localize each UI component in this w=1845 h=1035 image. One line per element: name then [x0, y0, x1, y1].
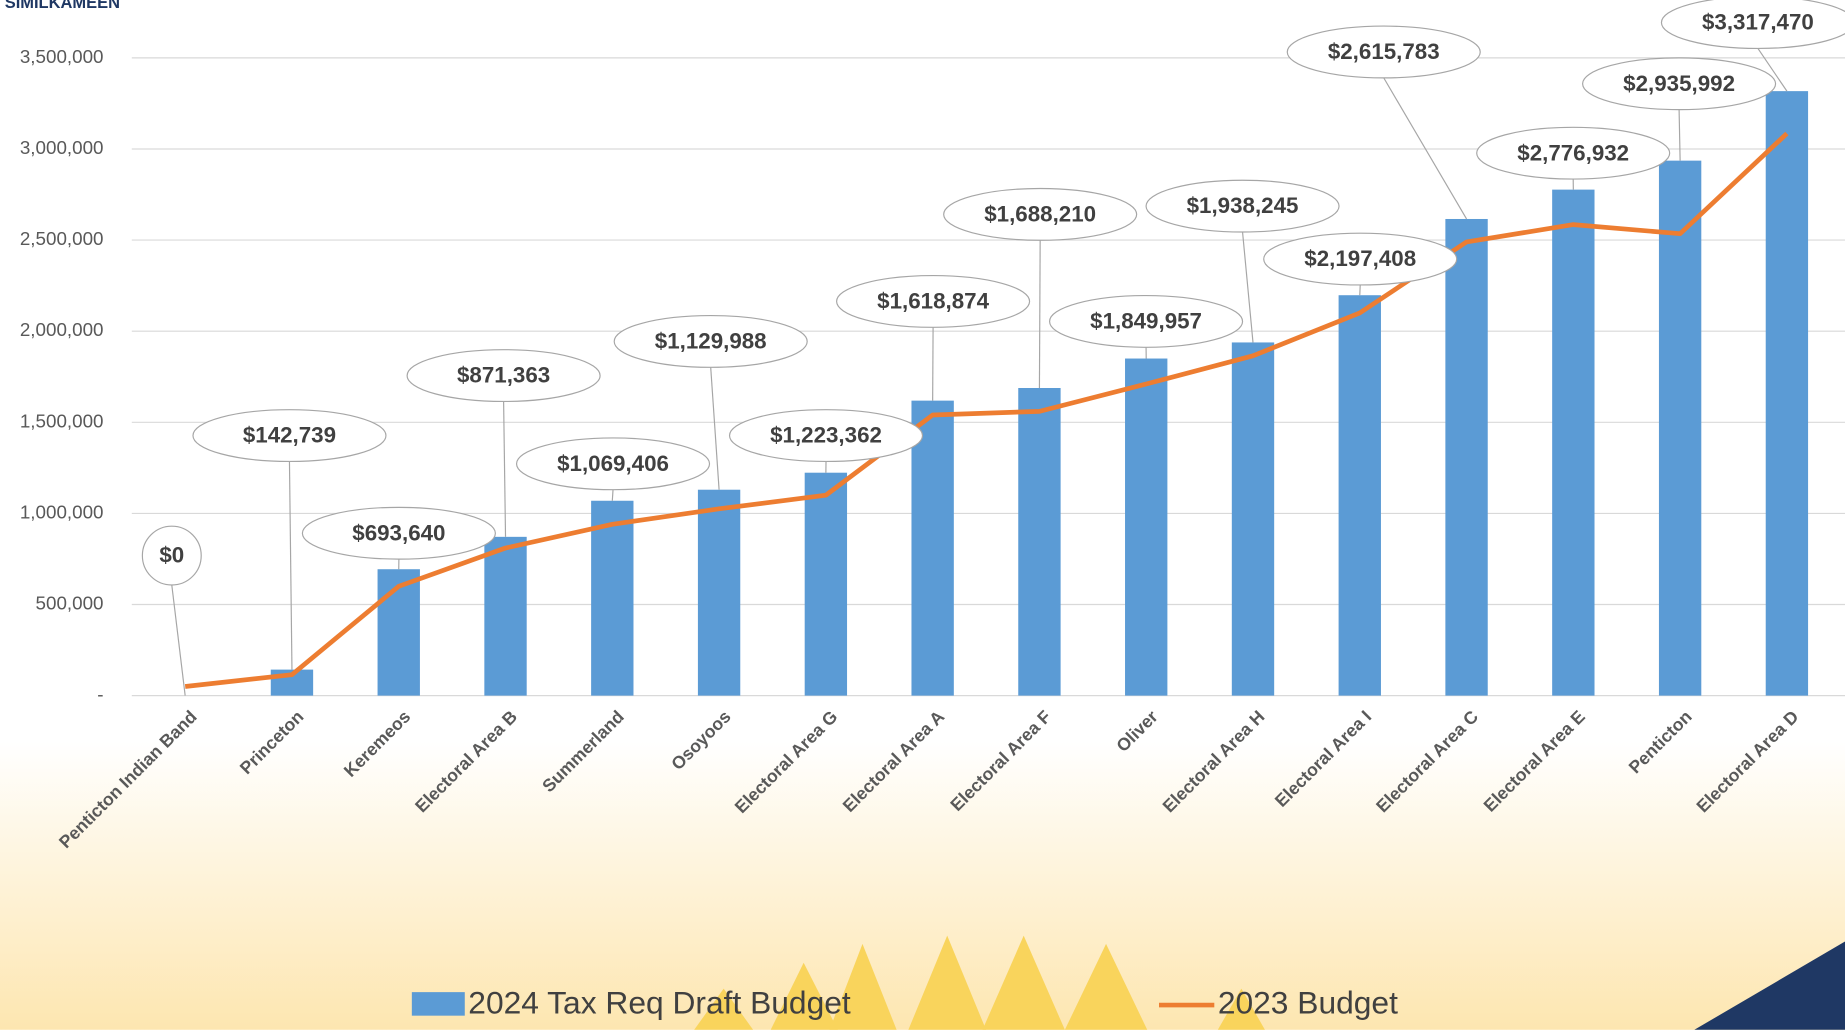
bar — [1766, 91, 1808, 695]
data-label: $142,739 — [243, 423, 336, 448]
bar — [1552, 190, 1594, 696]
bar — [1125, 359, 1167, 696]
leader-line — [1039, 240, 1040, 388]
bar — [698, 490, 740, 696]
y-tick-label: 2,000,000 — [20, 319, 104, 340]
data-label: $0 — [159, 543, 184, 568]
bar — [911, 401, 953, 696]
legend-label: 2023 Budget — [1218, 984, 1398, 1020]
data-label: $1,688,210 — [984, 201, 1096, 226]
data-label: $1,938,245 — [1187, 193, 1299, 218]
bar — [1018, 388, 1060, 696]
data-label: $871,363 — [457, 363, 550, 388]
bar — [484, 537, 526, 696]
data-label: $2,615,783 — [1328, 39, 1440, 64]
bar — [1232, 342, 1274, 695]
y-tick-label: - — [97, 684, 103, 705]
data-label: $2,197,408 — [1304, 246, 1416, 271]
bar — [1659, 161, 1701, 696]
data-label: $1,618,874 — [877, 289, 989, 314]
legend-label: 2024 Tax Req Draft Budget — [468, 984, 851, 1020]
data-label: $1,223,362 — [770, 423, 882, 448]
data-label: $1,129,988 — [655, 329, 767, 354]
y-tick-label: 3,000,000 — [20, 137, 104, 158]
logo-text: SIMILKAMEEN — [5, 0, 120, 12]
bar — [1445, 219, 1487, 696]
bar — [805, 473, 847, 696]
data-label: $693,640 — [352, 520, 445, 545]
y-tick-label: 500,000 — [36, 592, 104, 613]
data-label: $2,935,992 — [1623, 71, 1735, 96]
y-tick-label: 1,500,000 — [20, 410, 104, 431]
bar — [1339, 295, 1381, 695]
data-label: $3,317,470 — [1702, 10, 1814, 35]
leader-line — [612, 490, 613, 501]
y-tick-label: 1,000,000 — [20, 501, 104, 522]
data-label: $2,776,932 — [1517, 140, 1629, 165]
legend-swatch — [412, 992, 465, 1016]
data-label: $1,849,957 — [1090, 309, 1202, 334]
y-tick-label: 3,500,000 — [20, 46, 104, 67]
data-label: $1,069,406 — [557, 451, 669, 476]
y-tick-label: 2,500,000 — [20, 228, 104, 249]
